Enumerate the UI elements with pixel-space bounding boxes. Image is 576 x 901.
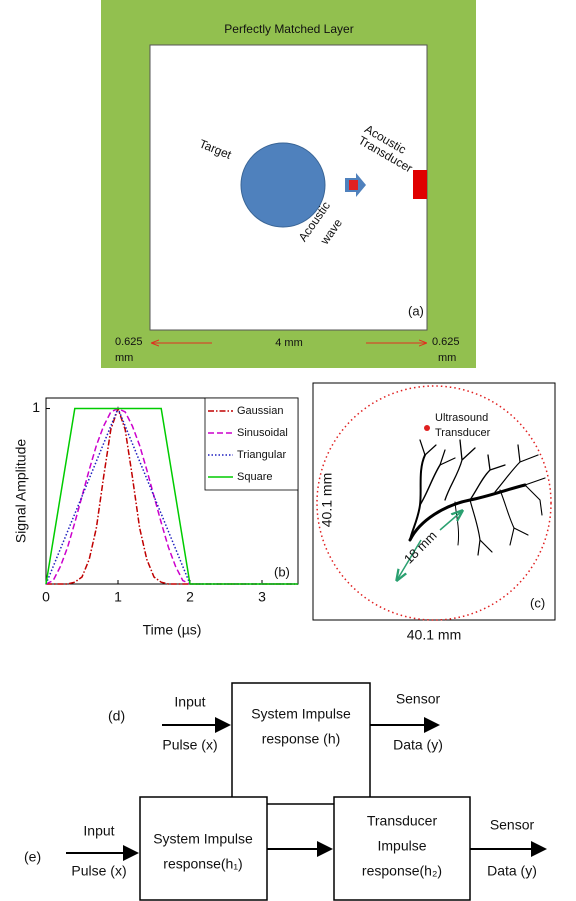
output-label: Sensor (396, 691, 441, 707)
panel-label: (e) (24, 849, 41, 865)
output-label: Sensor (490, 817, 535, 833)
box-label: response(h₂) (362, 863, 442, 879)
box-label: response (h) (262, 731, 341, 747)
height-label: 40.1 mm (319, 473, 335, 527)
width-label: mm (438, 352, 456, 364)
box-label: Transducer (367, 813, 438, 829)
legend-label: Sinusoidal (237, 427, 288, 439)
input-label: Input (83, 823, 114, 839)
box-label: Impulse (377, 838, 426, 854)
output-label: Data (y) (487, 863, 537, 879)
transducer-label: Transducer (435, 427, 491, 439)
panel-d: (d) Input Pulse (x) System Impulse respo… (108, 683, 443, 804)
x-axis-label: Time (µs) (143, 622, 202, 638)
distance-label: 18 mm (401, 528, 440, 567)
width-label: 40.1 mm (407, 627, 461, 643)
output-label: Data (y) (393, 737, 443, 753)
input-label: Input (174, 694, 205, 710)
panel-b: Time (µs) Signal Amplitude (b) 0 1 2 3 1 Gaus… (13, 398, 298, 638)
box-label: System Impulse (153, 831, 253, 847)
pml-label: Perfectly Matched Layer (224, 22, 353, 36)
panel-label: (b) (274, 564, 290, 579)
panel-e: (e) Input Pulse (x) System Impulse respo… (24, 797, 545, 900)
system-box (140, 797, 267, 900)
panel-label: (c) (530, 595, 545, 610)
input-label: Pulse (x) (162, 737, 217, 753)
transducer-dot (424, 425, 430, 431)
legend-label: Triangular (237, 449, 286, 461)
width-label: 4 mm (275, 337, 303, 349)
y-tick-label: 1 (32, 399, 40, 415)
wave-pulse (349, 180, 358, 190)
panel-label: (a) (408, 303, 424, 318)
x-tick-label: 3 (258, 589, 266, 605)
width-label: 0.625 (115, 336, 143, 348)
legend-label: Gaussian (237, 405, 283, 417)
width-label: mm (115, 352, 133, 364)
width-label: 0.625 (432, 336, 460, 348)
transducer-label: Ultrasound (435, 412, 488, 424)
panel-c: Ultrasound Transducer 18 mm 40.1 mm 40.1… (313, 383, 555, 643)
y-axis-label: Signal Amplitude (13, 439, 29, 544)
transducer (413, 170, 427, 199)
box-label: System Impulse (251, 706, 351, 722)
x-tick-label: 2 (186, 589, 194, 605)
figure: Perfectly Matched Layer Target Acoustic … (0, 0, 576, 901)
panel-frame (313, 383, 555, 620)
box-label: response(h₁) (163, 856, 242, 872)
transducer-ring (317, 386, 551, 620)
panel-label: (d) (108, 708, 125, 724)
distance-arrow (440, 511, 462, 530)
input-label: Pulse (x) (71, 863, 126, 879)
panel-a: Perfectly Matched Layer Target Acoustic … (101, 0, 476, 368)
x-tick-label: 0 (42, 589, 50, 605)
legend-label: Square (237, 471, 272, 483)
x-tick-label: 1 (114, 589, 122, 605)
